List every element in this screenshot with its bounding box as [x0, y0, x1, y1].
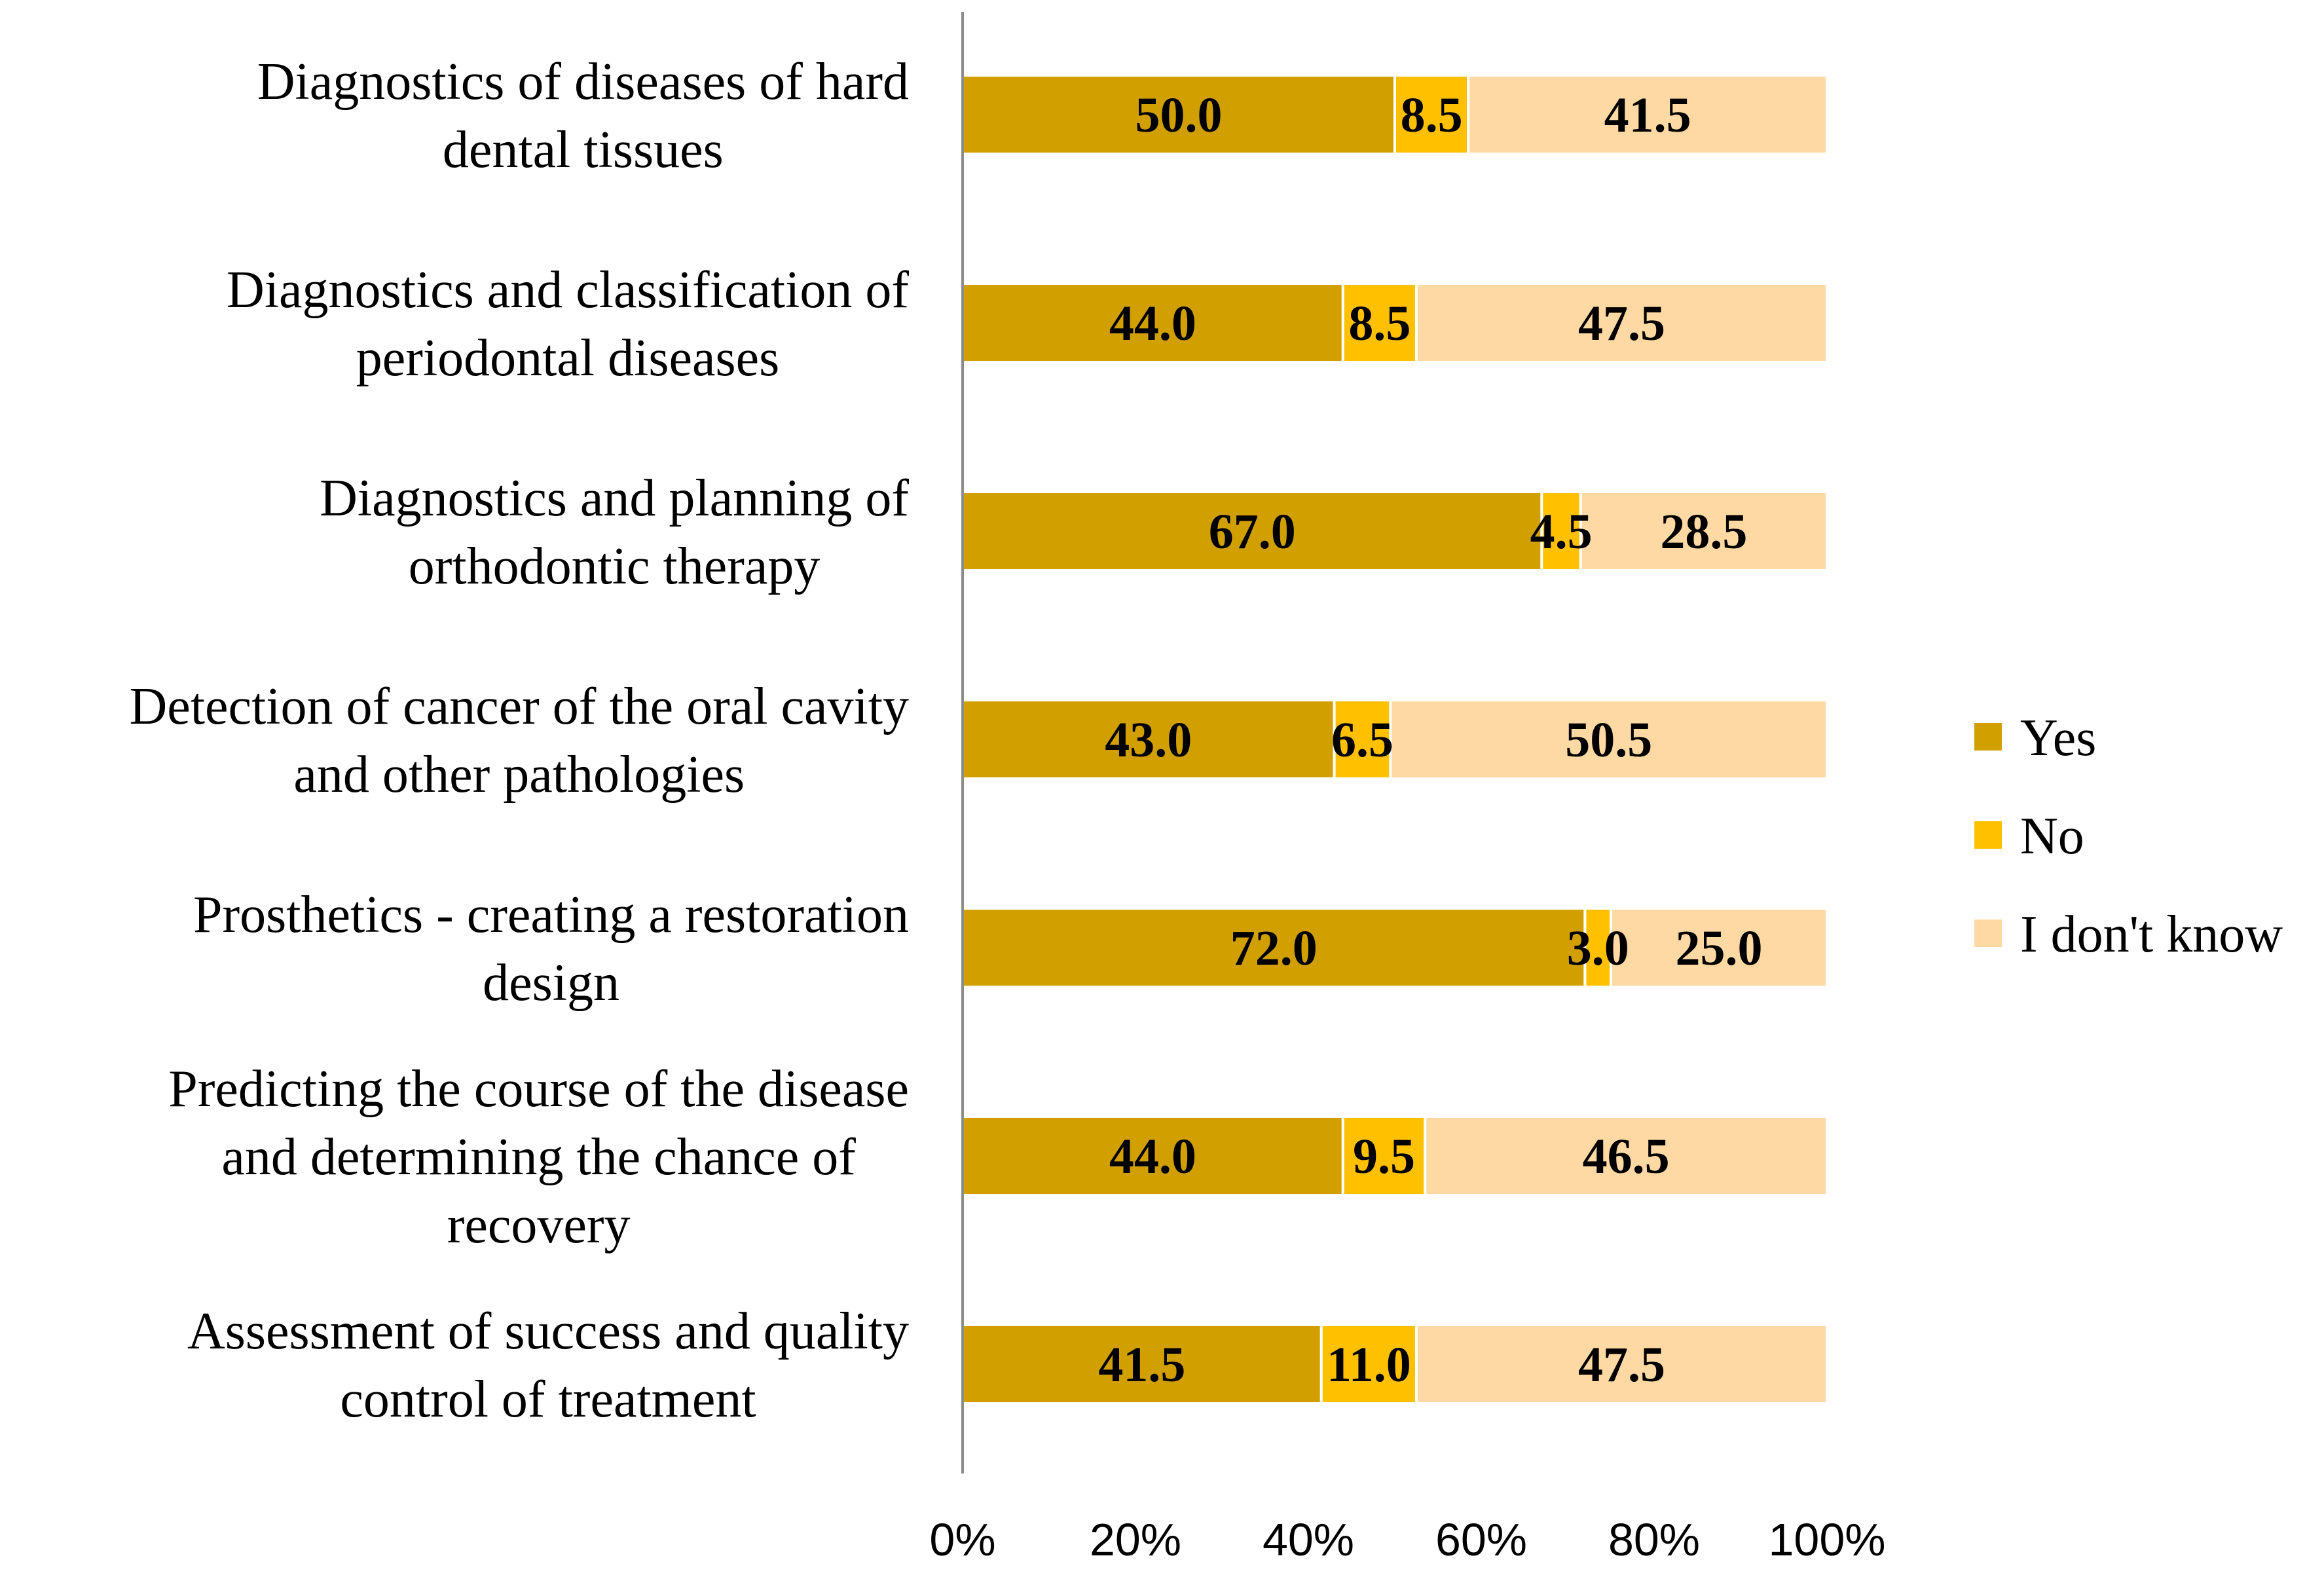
data-label: 47.5	[1578, 1337, 1665, 1392]
data-label: 43.0	[1105, 713, 1192, 768]
bar-yes-3	[961, 491, 1543, 572]
data-label: 50.0	[1135, 88, 1223, 143]
data-label: 47.5	[1578, 296, 1665, 351]
category-label: Diagnostics and classification of	[227, 261, 909, 319]
data-label: 8.5	[1401, 88, 1463, 143]
bar-i-don-t-know-6	[1424, 1115, 1828, 1197]
data-label: 25.0	[1676, 921, 1763, 976]
category-label: Detection of cancer of the oral cavity	[129, 678, 909, 735]
bar-yes-1	[961, 74, 1396, 155]
category-labels-layer: Diagnostics of diseases of hard dental ti…	[129, 53, 909, 1428]
data-label: 41.5	[1098, 1337, 1185, 1392]
legend: Yes No I don't know	[1974, 709, 2283, 963]
data-label: 8.5	[1348, 296, 1411, 351]
legend-label: Yes	[2020, 709, 2096, 767]
legend-label: I don't know	[2020, 906, 2283, 963]
bar-no-6	[1341, 1115, 1427, 1197]
category-label: and determining the chance of	[221, 1128, 856, 1186]
bar-yes-4	[961, 699, 1336, 780]
data-label: 44.0	[1109, 296, 1196, 351]
bar-no-7	[1319, 1324, 1418, 1405]
data-label: 9.5	[1353, 1129, 1415, 1184]
bar-yes-5	[961, 907, 1587, 988]
data-label: 72.0	[1230, 921, 1318, 976]
bar-i-don-t-know-5	[1610, 907, 1828, 988]
category-label: design	[483, 954, 619, 1012]
category-label: Assessment of success and quality	[187, 1303, 909, 1360]
legend-swatch-i-don-t-know	[1974, 919, 2002, 947]
category-label: orthodontic therapy	[409, 538, 821, 595]
data-label: 11.0	[1327, 1337, 1411, 1392]
x-tick-label: 60%	[1435, 1514, 1527, 1565]
bars-layer	[961, 74, 1829, 1405]
data-label: 6.5	[1331, 713, 1393, 768]
bar-no-2	[1341, 282, 1418, 363]
legend-swatch-yes	[1974, 723, 2002, 751]
x-tick-label: 20%	[1090, 1514, 1181, 1565]
data-label: 46.5	[1583, 1129, 1670, 1184]
category-label: Predicting the course of the disease	[168, 1060, 909, 1118]
data-label: 41.5	[1604, 88, 1691, 143]
bar-yes-7	[961, 1324, 1323, 1405]
bar-i-don-t-know-3	[1579, 491, 1829, 572]
bar-i-don-t-know-2	[1415, 282, 1828, 363]
category-label: recovery	[447, 1197, 631, 1254]
category-label: Diagnostics of diseases of hard	[257, 53, 909, 111]
legend-swatch-no	[1974, 821, 2002, 849]
category-label: and other pathologies	[293, 746, 745, 804]
data-label: 44.0	[1109, 1129, 1196, 1184]
data-label: 4.5	[1530, 504, 1593, 559]
bar-i-don-t-know-1	[1467, 74, 1828, 155]
legend-label: No	[2020, 807, 2084, 865]
data-label: 67.0	[1209, 504, 1296, 559]
x-tick-label: 40%	[1263, 1514, 1354, 1565]
data-label: 3.0	[1567, 921, 1629, 976]
bar-i-don-t-know-4	[1389, 699, 1828, 780]
bar-no-3	[1540, 491, 1582, 572]
bar-labels-layer: 50.0 8.5 41.5 44.0 8.5 47.5 67.0 4.5 28.5 43.0 6.5…	[1098, 88, 1762, 1392]
x-tick-label: 100%	[1768, 1514, 1885, 1565]
x-tick-label: 80%	[1608, 1514, 1700, 1565]
category-label: control of treatment	[340, 1371, 756, 1428]
data-label: 28.5	[1660, 504, 1747, 559]
category-label: dental tissues	[443, 121, 724, 179]
bar-i-don-t-know-7	[1415, 1324, 1828, 1405]
axis-layer: 0% 20% 40% 60% 80% 100%	[929, 12, 1886, 1565]
x-tick-label: 0%	[929, 1514, 995, 1565]
category-label: Prosthetics - creating a restoration	[193, 886, 909, 944]
data-label: 50.5	[1565, 713, 1652, 768]
bar-no-1	[1393, 74, 1470, 155]
category-label: periodontal diseases	[356, 329, 779, 387]
category-label: Diagnostics and planning of	[320, 470, 909, 527]
